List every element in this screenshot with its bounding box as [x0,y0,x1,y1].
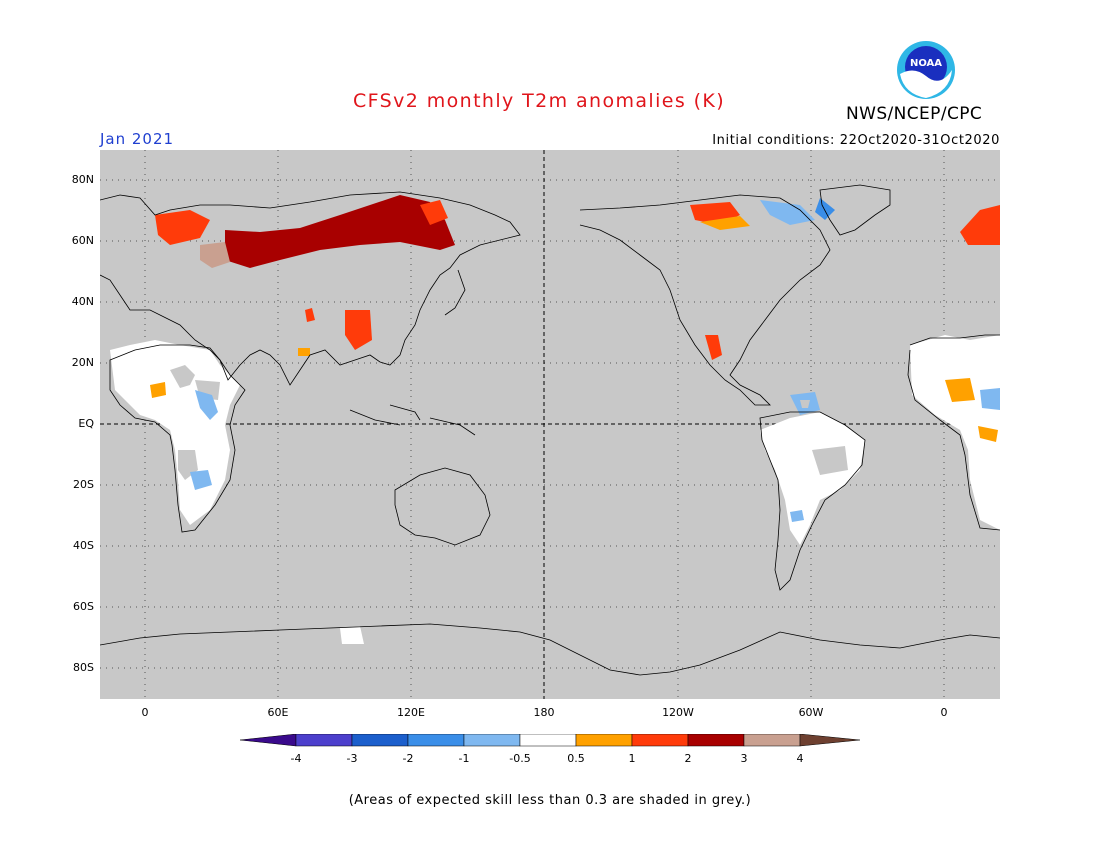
legend-swatch-2-3 [687,734,745,747]
lat-label-60s: 60S [73,600,94,613]
lat-label-80n: 80N [71,173,94,186]
legend-swatch-minus1-minus05 [463,734,521,747]
legend-swatch-minus3-minus2 [351,734,409,747]
lat-label-80s: 80S [73,661,94,674]
legend-swatch-below-minus4 [240,734,297,747]
legend-swatch-minus4-minus3 [295,734,353,747]
legend-swatch-3-4 [743,734,801,747]
legend-label-minus1: -1 [458,752,470,765]
chart-title: CFSv2 monthly T2m anomalies (K) [353,90,726,112]
lat-label-20n: 20N [71,356,94,369]
legend-swatch-neutral [519,734,577,747]
legend-label-05: 0.5 [567,752,585,765]
skill-note: (Areas of expected skill less than 0.3 a… [348,793,752,808]
lon-label-0-right: 0 [940,706,948,719]
lon-label-60w: 60W [798,706,824,719]
legend-label-minus2: -2 [402,752,414,765]
agency-label: NWS/NCEP/CPC [846,104,983,124]
forecast-month: Jan 2021 [100,130,175,148]
legend-label-2: 2 [684,752,692,765]
lon-label-60e: 60E [267,706,289,719]
lat-label-60n: 60N [71,234,94,247]
legend-label-minus3: -3 [346,752,358,765]
color-legend [240,734,860,747]
lat-lon-grid [100,150,1000,699]
anomaly-map [100,150,1000,699]
anomaly-shading [110,195,1000,644]
legend-swatch-05-1 [575,734,633,747]
legend-label-4: 4 [796,752,804,765]
lat-label-eq: EQ [78,417,94,430]
noaa-logo: NOAA [896,40,956,100]
legend-swatch-1-2 [631,734,689,747]
lon-label-180: 180 [533,706,555,719]
noaa-logo-text: NOAA [910,58,942,69]
lon-label-0-left: 0 [141,706,149,719]
lon-label-120e: 120E [397,706,425,719]
legend-label-minus4: -4 [290,752,302,765]
legend-swatch-above-4 [799,734,860,747]
legend-swatch-minus2-minus1 [407,734,465,747]
initial-conditions: Initial conditions: 22Oct2020-31Oct2020 [712,133,1000,148]
legend-label-1: 1 [628,752,636,765]
legend-label-minus05: -0.5 [509,752,531,765]
lat-label-40s: 40S [73,539,94,552]
lat-label-20s: 20S [73,478,94,491]
lat-label-40n: 40N [71,295,94,308]
lon-label-120w: 120W [662,706,694,719]
legend-label-3: 3 [740,752,748,765]
coastlines [100,184,1000,676]
